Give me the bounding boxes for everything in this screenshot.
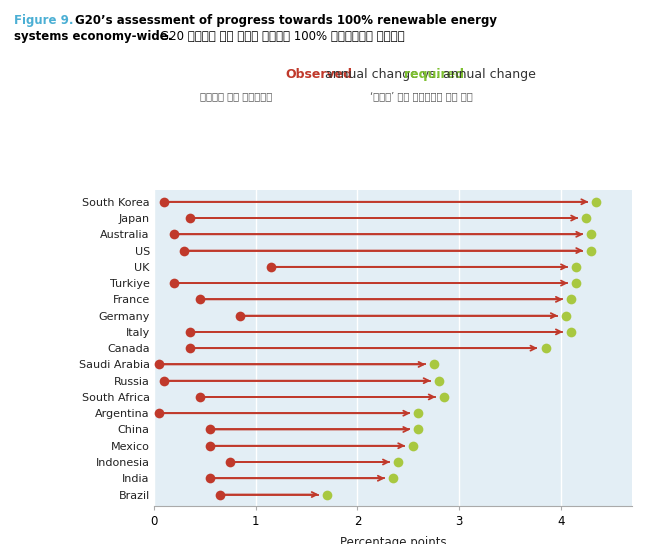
Text: Observed: Observed bbox=[286, 68, 352, 81]
Text: G20’s assessment of progress towards 100% renewable energy: G20’s assessment of progress towards 100… bbox=[75, 14, 497, 27]
Text: Figure 9.: Figure 9. bbox=[14, 14, 74, 27]
Text: systems economy-wide.: systems economy-wide. bbox=[14, 30, 173, 43]
Text: annual change vs.: annual change vs. bbox=[320, 68, 443, 81]
Text: Observed annual change vs. required annual change: Observed annual change vs. required annu… bbox=[227, 68, 559, 81]
Text: annual change: annual change bbox=[439, 68, 536, 81]
Text: G20 국가들이 경제 시스템 전반에서 100% 재생에너지를 이루려면: G20 국가들이 경제 시스템 전반에서 100% 재생에너지를 이루려면 bbox=[160, 30, 405, 43]
Text: required: required bbox=[404, 68, 464, 81]
X-axis label: Percentage points: Percentage points bbox=[340, 536, 446, 544]
Text: 늘어나고 있는 재생에너지: 늘어나고 있는 재생에너지 bbox=[200, 91, 272, 101]
Text: ‘필요한’ 연간 재생에너지 증가 비중: ‘필요한’ 연간 재생에너지 증가 비중 bbox=[370, 91, 473, 101]
